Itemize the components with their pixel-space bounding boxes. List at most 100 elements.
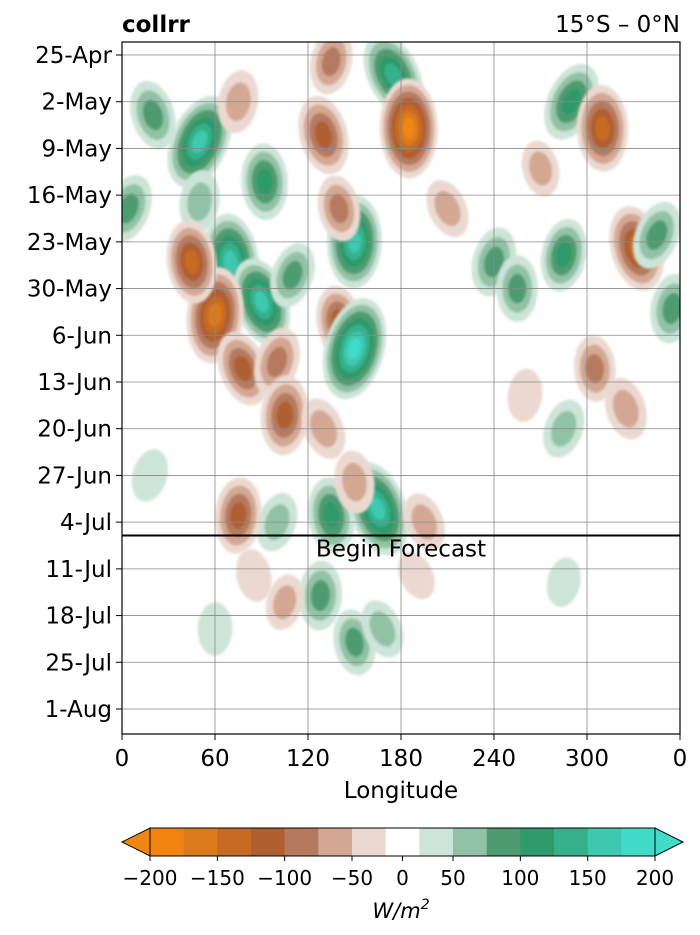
forecast-marker: Begin Forecast: [122, 534, 680, 562]
anomaly-contour: [223, 250, 238, 274]
anomaly-contour: [585, 353, 604, 384]
y-axis: 25-Apr 2-May 9-May 16-May 23-May 30-May 6-Jun 1…: [27, 43, 122, 723]
anomaly-blob: [298, 560, 342, 631]
anomaly-blob: [650, 273, 680, 344]
colorbar-tick-label: −100: [257, 866, 312, 890]
y-tick-label: 18-Jul: [45, 604, 112, 630]
chart-title-left: collrr: [122, 12, 191, 38]
anomaly-field: [122, 42, 680, 676]
anomaly-contour: [595, 116, 610, 141]
colorbar-segment: [486, 828, 521, 856]
colorbar-label-exp: 2: [421, 897, 430, 913]
anomaly-blob: [632, 201, 680, 269]
anomaly-contour: [282, 260, 303, 290]
colorbar-segment: [217, 828, 252, 856]
anomaly-blob: [122, 174, 152, 243]
colorbar-segment: [150, 828, 185, 856]
colorbar-label: W/m2: [372, 897, 429, 923]
anomaly-contour: [310, 579, 331, 612]
colorbar-segment: [183, 828, 218, 856]
anomaly-blob: [540, 218, 587, 292]
y-tick-label: 23-May: [27, 230, 112, 256]
colorbar-segment: [453, 828, 488, 856]
anomaly-contour: [234, 355, 252, 382]
anomaly-contour: [256, 168, 273, 196]
colorbar-tick-label: 150: [569, 866, 607, 890]
colorbar-tick-label: 200: [636, 866, 674, 890]
colorbar-segment: [352, 828, 387, 856]
colorbar-tick-label: −50: [331, 866, 373, 890]
x-axis: 0 60 120 180 240 300 0: [115, 734, 688, 772]
anomaly-blob: [546, 557, 581, 607]
colorbar-segment: [318, 828, 353, 856]
anomaly-contour: [646, 220, 668, 251]
colorbar-under-arrow: [120, 827, 151, 857]
anomaly-contour: [235, 549, 272, 602]
colorbar-segment: [587, 828, 622, 856]
anomaly-contour: [612, 389, 639, 428]
y-tick-label: 9-May: [42, 136, 112, 162]
x-tick-label: 120: [286, 746, 330, 772]
x-tick-label: 180: [379, 746, 423, 772]
anomaly-contour: [273, 585, 297, 620]
y-tick-label: 6-Jun: [52, 323, 112, 349]
anomaly-contour: [184, 250, 199, 274]
x-tick-label: 60: [200, 746, 229, 772]
y-tick-label: 4-Jul: [60, 510, 112, 536]
anomaly-contour: [276, 401, 294, 430]
y-tick-label: 16-May: [27, 183, 112, 209]
anomaly-blob: [179, 170, 220, 234]
chart-title-right: 15°S – 0°N: [555, 12, 680, 38]
anomaly-blob: [576, 85, 629, 172]
y-tick-label: 20-Jun: [37, 417, 112, 443]
anomaly-blob: [167, 95, 232, 188]
y-tick-label: 2-May: [42, 90, 112, 116]
anomaly-contour: [370, 497, 386, 521]
colorbar-tick-label: 100: [501, 866, 539, 890]
anomaly-contour: [314, 121, 333, 149]
anomaly-blob: [322, 298, 387, 400]
anomaly-blob: [379, 78, 438, 179]
y-tick-label: 11-Jul: [45, 557, 112, 583]
anomaly-contour: [321, 47, 341, 77]
anomaly-blob: [334, 450, 375, 514]
anomaly-blob: [241, 143, 288, 221]
anomaly-blob: [604, 377, 647, 440]
anomaly-blob: [298, 95, 349, 175]
x-tick-label: 240: [472, 746, 516, 772]
colorbar-tick-label: −200: [123, 866, 178, 890]
anomaly-blob: [217, 331, 269, 406]
grid-lines: [122, 42, 680, 734]
x-tick-label: 0: [115, 746, 130, 772]
anomaly-blob: [309, 42, 353, 95]
anomaly-blob: [265, 574, 304, 631]
x-axis-label: Longitude: [344, 778, 458, 804]
colorbar-tick-label: 0: [396, 866, 409, 890]
anomaly-contour: [254, 291, 269, 313]
y-tick-label: 25-Jul: [45, 650, 112, 676]
anomaly-blob: [398, 551, 435, 600]
anomaly-contour: [402, 117, 415, 139]
anomaly-contour: [528, 151, 553, 186]
x-tick-label: 0: [673, 746, 688, 772]
anomaly-contour: [369, 611, 396, 647]
colorbar-segment: [554, 828, 589, 856]
colorbar-segment: [419, 828, 454, 856]
anomaly-blob: [361, 600, 404, 658]
anomaly-contour: [384, 63, 402, 87]
anomaly-contour: [187, 182, 212, 222]
anomaly-contour: [347, 337, 362, 360]
colorbar-segment: [284, 828, 319, 856]
anomaly-blob: [260, 375, 309, 456]
colorbar-segment: [520, 828, 555, 856]
colorbar-segment: [621, 828, 656, 856]
colorbar-tick-label: 50: [440, 866, 465, 890]
y-tick-label: 27-Jun: [37, 463, 112, 489]
colorbar-segment: [251, 828, 286, 856]
y-tick-label: 30-May: [27, 277, 112, 303]
anomaly-blob: [166, 220, 217, 304]
anomaly-contour: [398, 551, 435, 600]
y-tick-label: 25-Apr: [35, 43, 112, 69]
colorbar-tick-label: −150: [190, 866, 245, 890]
